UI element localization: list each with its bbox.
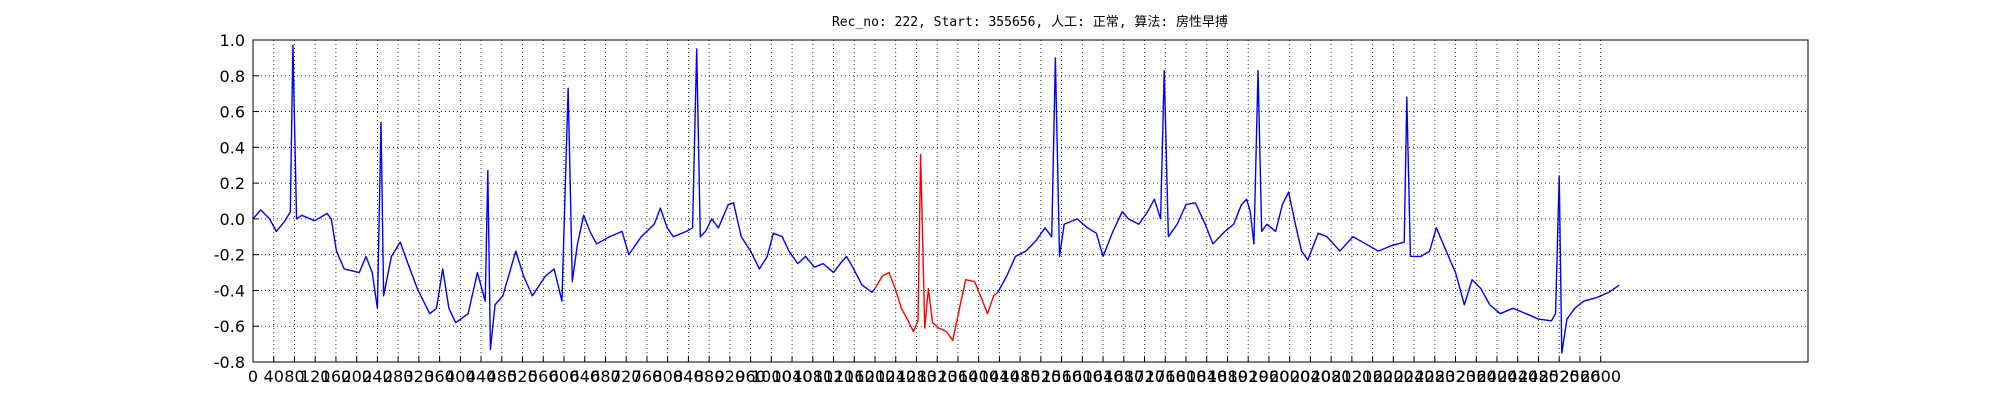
x-tick-label: 2040 [1290, 367, 1331, 386]
x-tick-label: 400 [445, 367, 476, 386]
x-tick-label: 1880 [1207, 367, 1248, 386]
x-tick-label: 1920 [1228, 367, 1269, 386]
x-tick-label: 80 [284, 367, 304, 386]
x-tick-label: 1680 [1103, 367, 1144, 386]
x-tick-label: 680 [590, 367, 621, 386]
x-tick-label: 2440 [1497, 367, 1538, 386]
x-tick-label: 1600 [1062, 367, 1103, 386]
x-tick-label: 280 [383, 367, 414, 386]
x-tick-label: 1240 [875, 367, 916, 386]
x-tick-label: 2280 [1414, 367, 1455, 386]
x-tick-label: 2520 [1539, 367, 1580, 386]
x-tick-label: 520 [507, 367, 538, 386]
ecg-line [252, 44, 1620, 354]
x-tick-label: 1480 [1000, 367, 1041, 386]
x-tick-label: 640 [569, 367, 600, 386]
y-tick-label: 0.4 [220, 138, 245, 157]
y-tick-label: -0.6 [214, 317, 245, 336]
x-tick-label: 1520 [1021, 367, 1062, 386]
x-tick-label: 2320 [1435, 367, 1476, 386]
x-tick-label: 2000 [1269, 367, 1310, 386]
x-tick-label: 2400 [1477, 367, 1518, 386]
x-tick-label: 1960 [1249, 367, 1290, 386]
x-tick-label: 160 [321, 367, 352, 386]
x-tick-label: 760 [632, 367, 663, 386]
ecg-line [874, 153, 999, 342]
x-tick-label: 1000 [751, 367, 792, 386]
x-tick-label: 1080 [792, 367, 833, 386]
x-tick-label: 600 [549, 367, 580, 386]
y-tick-label: 0.2 [220, 174, 245, 193]
x-tick-label: 800 [652, 367, 683, 386]
x-tick-label: 1200 [855, 367, 896, 386]
x-tick-label: 1400 [958, 367, 999, 386]
x-tick-label: 200 [341, 367, 372, 386]
chart-title: Rec_no: 222, Start: 355656, 人工: 正常, 算法: … [832, 14, 1228, 30]
x-tick-label: 1720 [1124, 367, 1165, 386]
x-tick-label: 1360 [938, 367, 979, 386]
plot-frame [252, 39, 1809, 363]
x-tick-label: 1640 [1083, 367, 1124, 386]
x-tick-label: 240 [362, 367, 393, 386]
x-tick-label: 960 [735, 367, 766, 386]
x-tick-label: 120 [300, 367, 331, 386]
x-tick-label: 1800 [1166, 367, 1207, 386]
x-tick-label: 2560 [1560, 367, 1601, 386]
y-tick-label: -0.2 [214, 246, 245, 265]
x-tick-label: 1040 [772, 367, 813, 386]
x-tick-label: 320 [404, 367, 435, 386]
y-tick-label: -0.4 [214, 281, 245, 300]
x-tick-label: 560 [528, 367, 559, 386]
x-tick-label: 1320 [917, 367, 958, 386]
y-tick-label: 0.0 [220, 210, 245, 229]
y-tick-label: 1.0 [220, 31, 245, 50]
x-tick-label: 2120 [1332, 367, 1373, 386]
x-tick-label: 880 [694, 367, 725, 386]
x-tick-label: 1120 [813, 367, 854, 386]
y-tick-label: 0.8 [220, 67, 245, 86]
x-tick-label: 2360 [1456, 367, 1497, 386]
x-tick-label: 1760 [1145, 367, 1186, 386]
x-tick-label: 920 [715, 367, 746, 386]
x-tick-label: 1440 [979, 367, 1020, 386]
x-tick-label: 1560 [1041, 367, 1082, 386]
x-tick-label: 1840 [1186, 367, 1227, 386]
x-tick-label: 2200 [1373, 367, 1414, 386]
y-tick-label: -0.8 [214, 353, 245, 372]
x-tick-label: 480 [487, 367, 518, 386]
x-tick-label: 840 [673, 367, 704, 386]
x-tick-label: 440 [466, 367, 497, 386]
x-tick-label: 2240 [1394, 367, 1435, 386]
x-tick-label: 1160 [834, 367, 875, 386]
x-tick-label: 40 [264, 367, 284, 386]
x-tick-label: 360 [424, 367, 455, 386]
x-tick-label: 2600 [1580, 367, 1621, 386]
x-tick-label: 2080 [1311, 367, 1352, 386]
x-tick-label: 2160 [1352, 367, 1393, 386]
x-tick-label: 1280 [896, 367, 937, 386]
x-tick-label: 2480 [1518, 367, 1559, 386]
x-tick-label: 0 [248, 367, 258, 386]
y-tick-label: 0.6 [220, 103, 245, 122]
x-tick-label: 720 [611, 367, 642, 386]
